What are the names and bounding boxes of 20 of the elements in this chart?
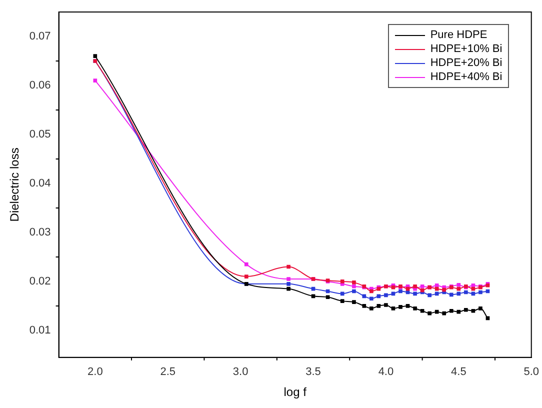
- y-tick-label: 0.07: [29, 30, 51, 43]
- x-tick-label: 5.0: [524, 366, 540, 378]
- x-tick-label: 4.5: [451, 366, 466, 378]
- y-axis-title: Dielectric loss: [8, 148, 22, 222]
- legend-label: Pure HDPE: [430, 28, 488, 42]
- y-tick-label: 0.04: [29, 178, 51, 190]
- x-tick-label: 2.0: [88, 366, 103, 378]
- x-tick-label: 2.5: [160, 366, 176, 378]
- x-tick-label: 3.0: [232, 366, 248, 378]
- x-tick-label: 3.5: [306, 366, 321, 378]
- legend-label: HDPE+40% Bi: [430, 70, 502, 84]
- y-tick-label: 0.03: [29, 226, 51, 238]
- legend-label: HDPE+20% Bi: [430, 56, 502, 70]
- y-tick-label: 0.02: [29, 275, 51, 288]
- y-tick-label: 0.05: [29, 128, 51, 141]
- y-tick-label: 0.01: [29, 324, 51, 336]
- x-tick-label: 4.0: [378, 366, 394, 378]
- x-axis-title: log f: [284, 385, 308, 400]
- legend-label: HDPE+10% Bi: [430, 42, 502, 56]
- y-tick-label: 0.06: [29, 80, 51, 92]
